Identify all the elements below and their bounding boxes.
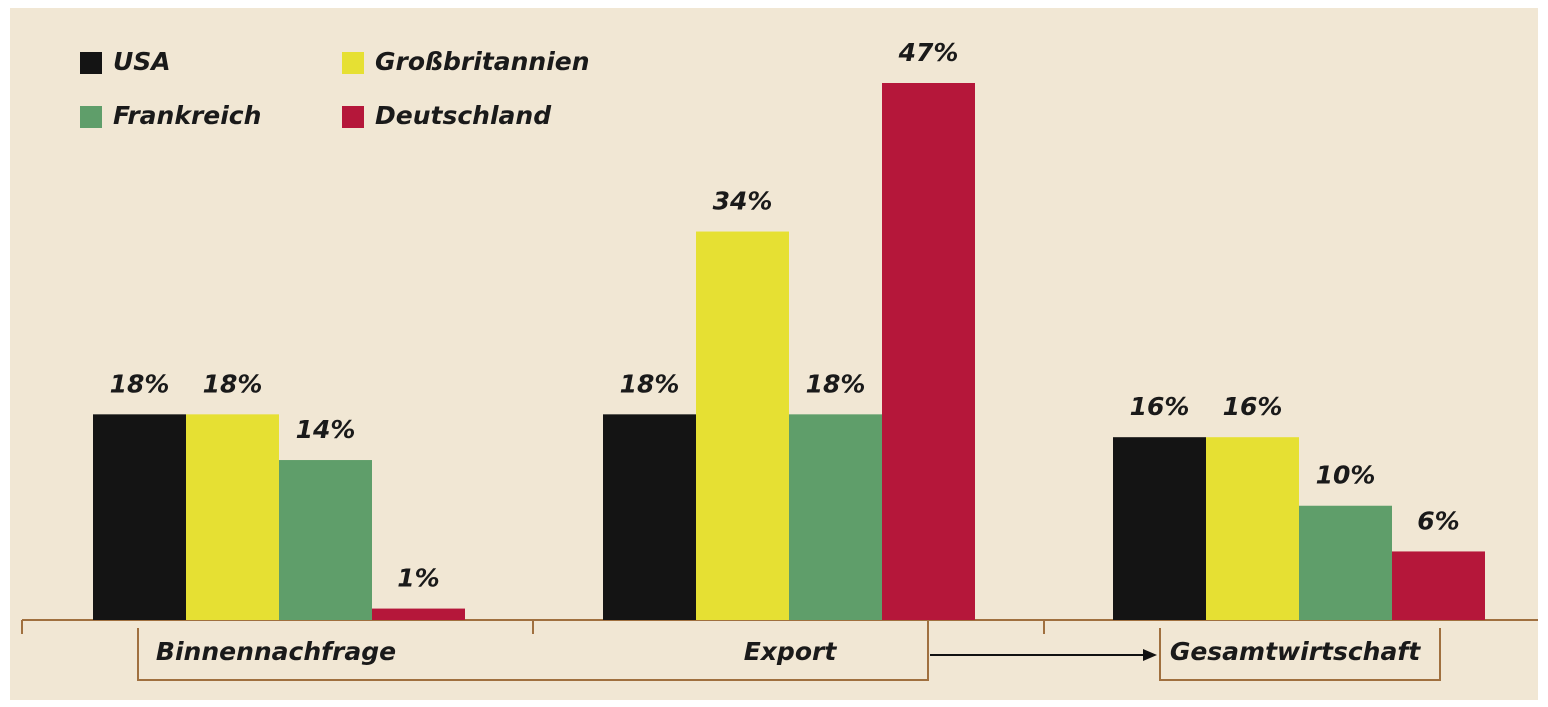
value-label: 10% — [1316, 461, 1376, 490]
legend-swatch — [342, 52, 364, 74]
bar — [279, 460, 372, 620]
category-label: Binnennachfrage — [156, 637, 396, 666]
legend-label: Deutschland — [375, 101, 552, 130]
bar — [1206, 437, 1299, 620]
value-label: 18% — [110, 369, 170, 398]
bar — [603, 414, 696, 620]
bar — [789, 414, 882, 620]
value-label: 6% — [1417, 506, 1459, 535]
value-label: 16% — [1223, 392, 1283, 421]
legend-swatch — [342, 106, 364, 128]
category-label: Gesamtwirtschaft — [1170, 637, 1421, 666]
bar — [186, 414, 279, 620]
bar — [372, 608, 465, 620]
legend-swatch — [80, 52, 102, 74]
bar — [1113, 437, 1206, 620]
value-label: 1% — [397, 564, 439, 593]
value-label: 18% — [203, 369, 263, 398]
bar — [1392, 551, 1485, 620]
value-label: 47% — [898, 38, 959, 67]
legend-swatch — [80, 106, 102, 128]
legend-label: Großbritannien — [375, 47, 590, 76]
bar — [1299, 505, 1392, 620]
legend-label: Frankreich — [113, 101, 261, 130]
value-label: 18% — [806, 369, 866, 398]
bar — [882, 83, 975, 620]
category-label: Export — [744, 637, 838, 666]
bar — [696, 231, 789, 620]
value-label: 14% — [296, 415, 356, 444]
value-label: 34% — [713, 187, 773, 216]
bar — [93, 414, 186, 620]
value-label: 16% — [1130, 392, 1190, 421]
legend-label: USA — [113, 47, 171, 76]
arrow-head — [1143, 649, 1157, 661]
value-label: 18% — [620, 369, 680, 398]
